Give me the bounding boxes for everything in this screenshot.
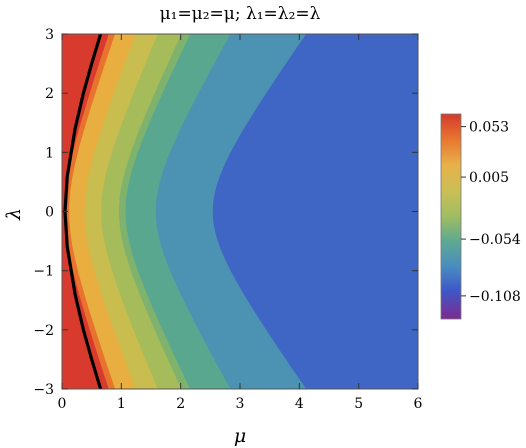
plot-area <box>62 34 418 389</box>
colorbar-tick-label: −0.108 <box>469 289 521 305</box>
x-tick-label: 6 <box>414 396 423 412</box>
y-tick-label: 2 <box>45 86 54 102</box>
colorbar-tick-label: −0.054 <box>469 232 521 248</box>
colorbar-gradient <box>440 113 462 320</box>
y-tick-label: 1 <box>45 145 54 161</box>
x-axis-label: μ <box>234 425 246 447</box>
y-tick-label: 3 <box>45 27 54 43</box>
y-tick-label: −2 <box>33 323 54 339</box>
y-tick-label: 0 <box>45 205 54 221</box>
x-tick-label: 4 <box>295 396 304 412</box>
colorbar-tick-label: 0.053 <box>469 120 509 136</box>
contour-band <box>212 34 418 389</box>
y-axis-label: λ <box>3 208 25 221</box>
colorbar-tick-label: 0.005 <box>469 170 509 186</box>
x-tick-label: 0 <box>58 396 67 412</box>
x-tick-label: 2 <box>176 396 185 412</box>
x-tick-label: 3 <box>236 396 245 412</box>
x-tick-label: 1 <box>117 396 126 412</box>
chart-title: μ₁=μ₂=μ; λ₁=λ₂=λ <box>160 4 321 24</box>
x-tick-label: 5 <box>354 396 363 412</box>
y-tick-label: −1 <box>33 264 54 280</box>
colorbar: 0.053 0.005 −0.054 −0.108 <box>440 113 521 320</box>
y-tick-label: −3 <box>33 382 54 398</box>
